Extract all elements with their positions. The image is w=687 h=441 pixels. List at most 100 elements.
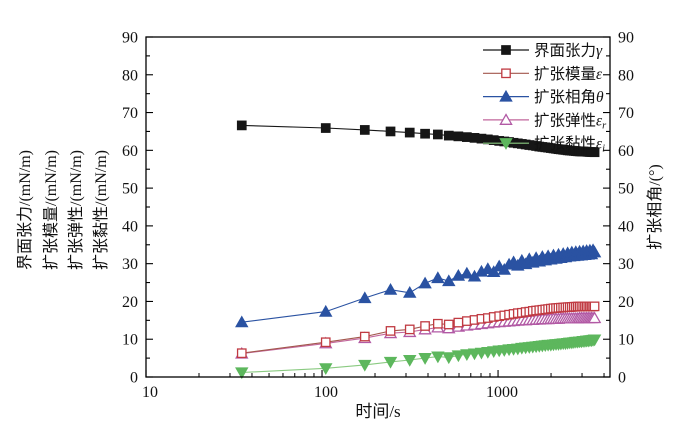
series-layer (235, 120, 602, 380)
x-tick-label: 100 (314, 384, 338, 401)
legend-entry-扩张弹性: 扩张弹性εr (483, 111, 607, 131)
marker-triangle-down (235, 367, 249, 380)
marker-square (359, 125, 370, 135)
y-left-tick-label: 60 (122, 143, 138, 160)
marker-triangle-down (587, 334, 602, 347)
y-left-title-dilational-elasticity: 扩张弹性/(mN/m) (67, 150, 85, 270)
marker-triangle-down (418, 353, 432, 365)
y-left-tick-label: 20 (122, 294, 138, 311)
legend-subscript: i (602, 144, 605, 155)
y-right-title-phase-angle: 扩张相角/(°) (646, 164, 664, 250)
marker-triangle-down (431, 351, 445, 364)
series-扩张黏性 (235, 334, 602, 380)
marker-square (320, 123, 331, 133)
marker-triangle-down (499, 138, 513, 150)
x-axis-title-time: 时间/s (355, 402, 400, 421)
legend-symbol: γ (596, 43, 603, 60)
marker-triangle-down (460, 349, 474, 362)
marker-square (453, 317, 464, 328)
marker-square (359, 331, 370, 342)
marker-triangle-up (431, 271, 445, 284)
legend-entry-扩张模量: 扩张模量ε (483, 65, 603, 83)
marker-triangle-up (358, 291, 372, 304)
marker-triangle-down (442, 352, 456, 365)
legend-label: 扩张模量ε (534, 65, 603, 83)
marker-square (420, 321, 430, 331)
marker-triangle-down (403, 354, 417, 367)
legend-label: 扩张相角θ (534, 88, 604, 106)
plot-frame (145, 36, 611, 378)
marker-triangle-down (319, 363, 333, 376)
legend-entry-扩张相角: 扩张相角θ (483, 88, 604, 106)
y-left-tick-label: 90 (122, 30, 138, 47)
marker-triangle-up (587, 311, 602, 324)
legend-subscript: r (602, 120, 607, 131)
marker-triangle-up (442, 274, 456, 287)
y-right-tick-label: 20 (618, 294, 634, 311)
marker-square (404, 324, 415, 335)
marker-triangle-up (383, 283, 398, 295)
series-界面张力 (236, 120, 600, 158)
legend-label: 扩张弹性εr (534, 111, 607, 131)
y-left-title-dilational-viscosity: 扩张黏性/(mN/m) (92, 150, 110, 270)
marker-triangle-up (587, 245, 602, 258)
y-left-title-interfacial-tension: 界面张力/(mN/m) (16, 150, 34, 270)
plot-border (145, 36, 611, 378)
legend-symbol: ε (596, 66, 603, 83)
legend-symbol: θ (596, 89, 604, 106)
y-right-tick-label: 30 (618, 256, 634, 273)
marker-square (443, 319, 454, 330)
marker-triangle-down (358, 359, 372, 372)
marker-square (404, 127, 415, 138)
marker-triangle-up (499, 113, 513, 125)
marker-square (420, 128, 430, 139)
y-right-tick-label: 90 (618, 30, 634, 47)
marker-square (320, 337, 331, 348)
x-tick-label: 1000 (486, 384, 518, 401)
legend-symbol: ε (596, 136, 603, 153)
y-left-tick-label: 50 (122, 181, 138, 198)
y-right-tick-label: 10 (618, 332, 634, 349)
marker-square (589, 301, 600, 312)
marker-square (453, 131, 464, 142)
marker-square (236, 120, 247, 131)
y-right-tick-label: 80 (618, 67, 634, 84)
y-right-tick-label: 40 (618, 218, 634, 235)
marker-square (433, 318, 443, 329)
marker-triangle-down (451, 350, 466, 363)
series-扩张弹性 (235, 311, 602, 359)
marker-triangle-up (487, 265, 501, 278)
y-left-title-dilational-modulus: 扩张模量/(mN/m) (42, 150, 60, 270)
marker-triangle-up (403, 286, 417, 298)
y-right-tick-label: 0 (618, 370, 626, 387)
marker-square (236, 348, 247, 359)
marker-triangle-up (499, 89, 513, 102)
x-tick-label: 10 (142, 384, 158, 401)
y-left-tick-label: 70 (122, 105, 138, 122)
marker-square (385, 326, 396, 336)
marker-square (385, 126, 396, 137)
marker-square (501, 45, 511, 55)
series-扩张相角 (235, 243, 602, 328)
y-right-tick-label: 50 (618, 181, 634, 198)
y-left-tick-label: 0 (130, 370, 138, 387)
legend-label: 扩张黏性εi (534, 135, 605, 155)
y-left-tick-label: 40 (122, 218, 138, 235)
marker-triangle-down (383, 356, 398, 369)
legend: 界面张力γ 扩张模量ε 扩张相角θ 扩张弹性εr 扩张黏性εi (483, 42, 607, 155)
y-right-tick-label: 60 (618, 143, 634, 160)
y-right-tick-label: 70 (618, 105, 634, 122)
marker-triangle-up (460, 266, 474, 279)
y-left-tick-label: 80 (122, 67, 138, 84)
legend-symbol: ε (596, 112, 603, 129)
y-left-tick-label: 30 (122, 256, 138, 273)
marker-triangle-up (319, 304, 333, 317)
legend-entry-扩张黏性: 扩张黏性εi (483, 135, 605, 155)
marker-triangle-up (418, 276, 432, 289)
marker-triangle-up (235, 315, 249, 328)
marker-square (501, 68, 511, 79)
y-left-tick-label: 10 (122, 332, 138, 349)
